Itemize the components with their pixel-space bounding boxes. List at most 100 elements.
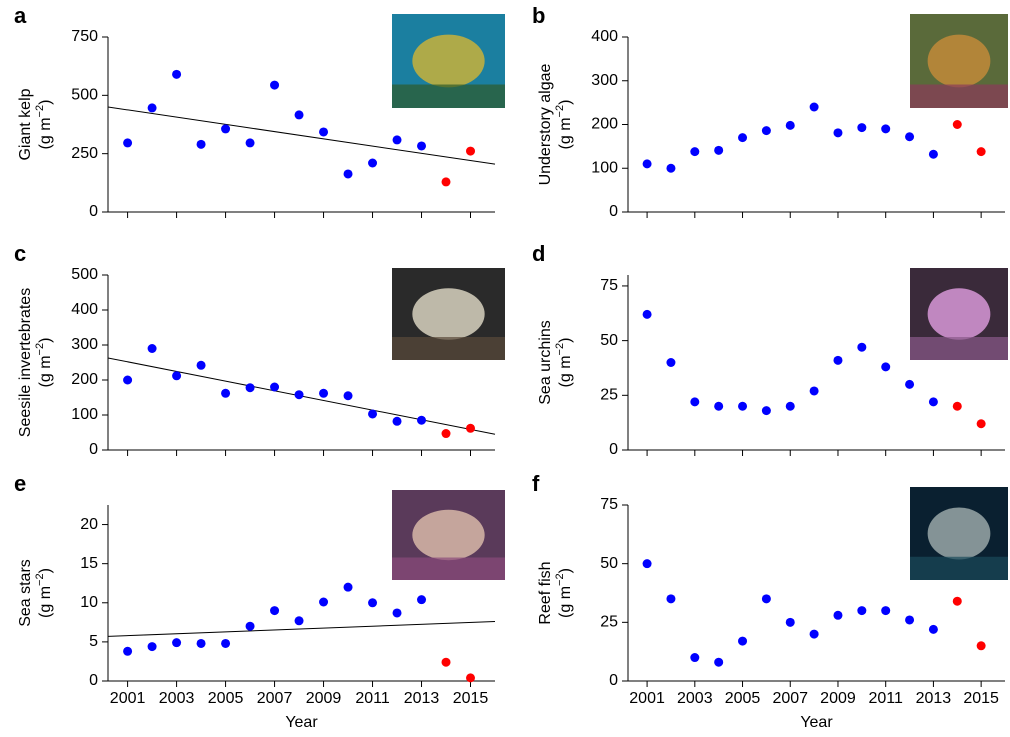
data-point [466, 423, 476, 433]
data-point [343, 582, 353, 592]
data-point [123, 138, 133, 148]
data-point [441, 177, 451, 187]
data-point [881, 124, 891, 134]
data-point [172, 638, 182, 648]
data-point [690, 653, 700, 663]
data-point [905, 379, 915, 389]
unit-exponent: −2 [554, 105, 566, 118]
data-point [392, 135, 402, 145]
y-tick-label: 400 [591, 28, 618, 45]
panel: a 0 250 500 750 Giant kelp (g m−2) [14, 3, 505, 220]
x-tick-label: 2009 [306, 690, 342, 707]
data-point [221, 638, 231, 648]
x-tick-label: 2013 [404, 690, 440, 707]
data-point [928, 149, 938, 159]
data-point [857, 606, 867, 616]
x-tick-label: 2001 [110, 690, 146, 707]
data-point [833, 610, 843, 620]
photo-detail [392, 557, 505, 580]
y-tick-label: 0 [609, 441, 618, 458]
panel-letter: b [532, 3, 545, 28]
data-point [642, 159, 652, 169]
data-point [881, 606, 891, 616]
y-tick-label: 400 [71, 301, 98, 318]
data-point [441, 657, 451, 667]
y-axis-label: Sea stars [17, 559, 34, 627]
y-tick-label: 200 [591, 116, 618, 133]
photo-subject [412, 288, 485, 340]
data-point [714, 401, 724, 411]
y-tick-label: 5 [89, 633, 98, 650]
data-point [319, 388, 329, 398]
data-point [642, 559, 652, 569]
data-point [690, 397, 700, 407]
data-point [172, 371, 182, 381]
photo-subject [927, 507, 991, 560]
unit-exponent: −2 [34, 343, 46, 356]
data-point [196, 638, 206, 648]
data-point [952, 401, 962, 411]
photo-subject [927, 288, 991, 340]
photo-detail [392, 84, 505, 108]
y-tick-label: 200 [71, 371, 98, 388]
y-tick-label: 75 [600, 496, 618, 513]
data-point [881, 362, 891, 372]
panel-letter: c [14, 241, 26, 266]
data-point [123, 646, 133, 656]
data-point [785, 617, 795, 627]
data-point [441, 429, 451, 439]
data-point [857, 123, 867, 133]
x-tick-label: 2005 [208, 690, 244, 707]
y-axis-unit: (g m−2) [34, 568, 54, 618]
y-tick-label: 0 [89, 441, 98, 458]
y-tick-label: 0 [89, 203, 98, 220]
data-point [147, 642, 157, 652]
y-axis-label: Understory algae [537, 63, 554, 185]
y-tick-label: 10 [80, 594, 98, 611]
data-point [466, 673, 476, 683]
data-point [319, 597, 329, 607]
data-point [928, 397, 938, 407]
panel: e 0 5 10 15 20 2001 2003 2005 2007 2009 2011 2013 201… [14, 471, 505, 731]
photo-subject [412, 34, 485, 88]
data-point [761, 594, 771, 604]
data-point [666, 594, 676, 604]
data-point [952, 120, 962, 129]
data-point [714, 657, 724, 667]
y-tick-label: 100 [71, 406, 98, 423]
x-tick-label: 2015 [963, 690, 999, 707]
unit-base: (g m [557, 355, 574, 387]
y-axis-unit: (g m−2) [554, 338, 574, 388]
data-point [833, 355, 843, 365]
y-tick-label: 0 [609, 672, 618, 689]
data-point [368, 158, 378, 168]
data-point [294, 110, 304, 120]
photo-detail [910, 556, 1008, 580]
y-tick-label: 750 [71, 28, 98, 45]
data-point [952, 596, 962, 606]
data-point [761, 126, 771, 136]
y-tick-label: 25 [600, 387, 618, 404]
photo [910, 268, 1008, 360]
x-axis-label: Year [800, 714, 833, 731]
data-point [343, 391, 353, 401]
y-axis-label: Giant kelp [17, 88, 34, 160]
x-tick-label: 2007 [772, 690, 808, 707]
data-point [123, 375, 133, 385]
x-tick-label: 2005 [725, 690, 761, 707]
y-tick-label: 15 [80, 555, 98, 572]
photo [392, 14, 505, 108]
data-point [857, 342, 867, 352]
data-point [928, 624, 938, 634]
y-axis-unit: (g m−2) [554, 568, 574, 618]
data-point [294, 390, 304, 400]
unit-exponent: −2 [34, 105, 46, 118]
y-tick-label: 500 [71, 266, 98, 283]
panel: d 0 25 50 75 Sea urchins (g m−2) [532, 241, 1008, 458]
panel-letter: d [532, 241, 545, 266]
data-point [976, 147, 986, 157]
data-point [417, 595, 427, 605]
photo-detail [910, 337, 1008, 360]
x-tick-label: 2003 [677, 690, 713, 707]
